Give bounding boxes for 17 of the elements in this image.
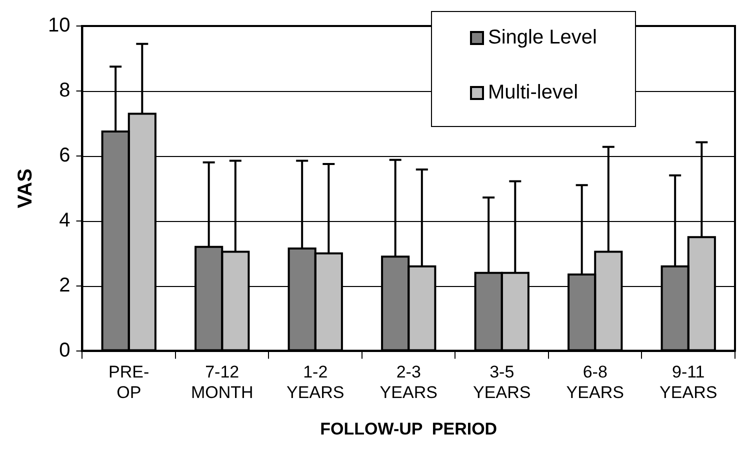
y-axis-title: VAS <box>14 168 37 208</box>
y-tick-label: 2 <box>59 274 70 296</box>
x-tick-label: 9-11 YEARS <box>660 362 718 402</box>
x-tick-label: 1-2 YEARS <box>286 362 344 402</box>
x-axis-title: FOLLOW-UP PERIOD <box>320 419 498 438</box>
y-tick-label: 4 <box>59 209 70 232</box>
x-tick-label: 7-12 MONTH <box>190 362 254 402</box>
x-tick-label: PRE- OP <box>108 362 150 402</box>
legend-label: Single Level <box>488 26 597 49</box>
y-tick-label: 0 <box>59 339 70 362</box>
y-tick-label: 6 <box>59 144 70 166</box>
legend-label: Multi-level <box>488 82 578 104</box>
x-tick-label: 2-3 YEARS <box>380 362 438 402</box>
y-tick-label: 8 <box>59 79 70 102</box>
y-tick-label: 10 <box>48 14 70 37</box>
x-tick-label: 6-8 YEARS <box>566 362 624 402</box>
x-tick-label: 3-5 YEARS <box>473 362 531 402</box>
